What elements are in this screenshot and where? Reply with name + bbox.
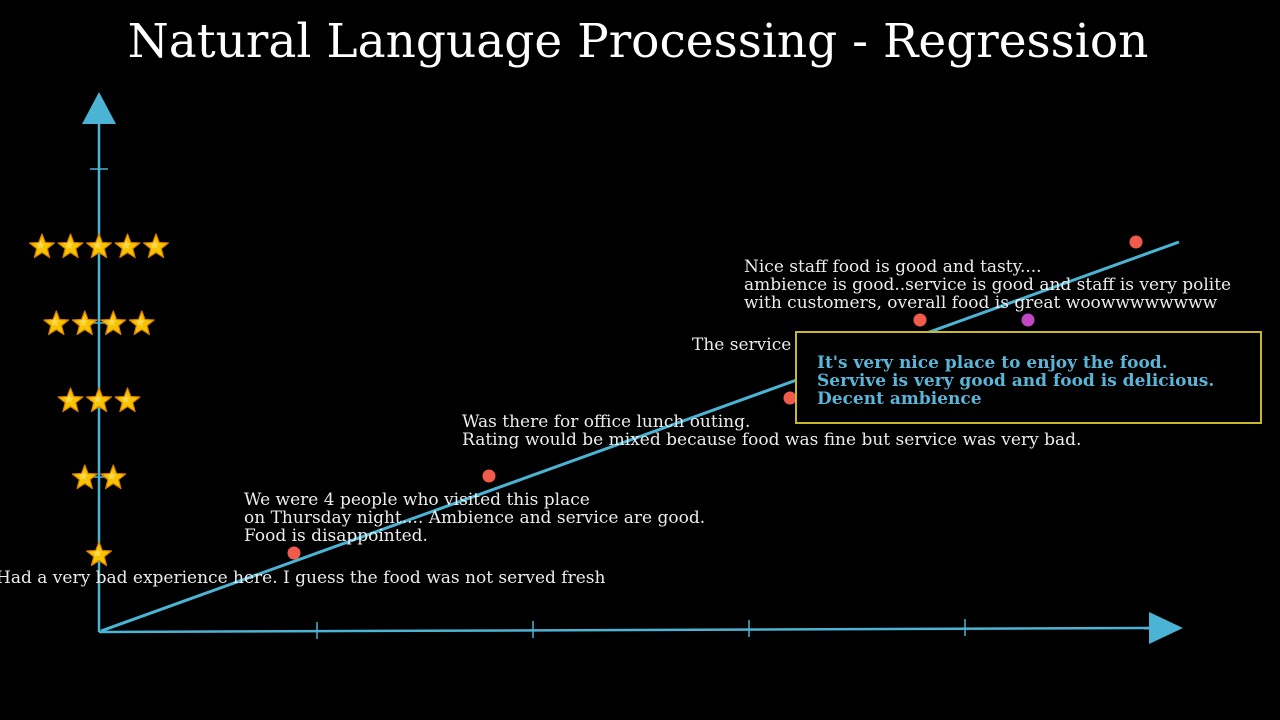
star-highlight: [64, 394, 74, 403]
star-ratings: [29, 233, 169, 567]
highlight-line: Servive is very good and food is delicio…: [817, 371, 1215, 391]
review-line: Rating would be mixed because food was f…: [462, 430, 1082, 450]
star-highlight: [149, 240, 160, 249]
star-highlight: [92, 394, 103, 403]
review-text-2: We were 4 people who visited this place …: [244, 491, 705, 545]
review-line: with customers, overall food is great wo…: [744, 293, 1218, 313]
x-axis: [98, 626, 1153, 634]
review-point: [287, 546, 301, 560]
highlighted-review-box: It's very nice place to enjoy the food. …: [795, 331, 1262, 424]
regression-line: [100, 240, 1180, 633]
review-text-4: The service: [692, 336, 791, 354]
highlighted-review-point: [1021, 313, 1035, 327]
review-line: We were 4 people who visited this place: [244, 490, 590, 510]
highlight-line: It's very nice place to enjoy the food.: [817, 353, 1168, 373]
review-line: Had a very bad experience here. I guess …: [0, 568, 606, 588]
star-highlight: [107, 317, 117, 326]
review-text-5: Nice staff food is good and tasty.... am…: [744, 258, 1231, 312]
review-line: Was there for office lunch outing.: [462, 412, 751, 432]
review-point: [482, 469, 496, 483]
review-line: Food is disappointed.: [244, 526, 428, 546]
highlight-line: Decent ambience: [817, 389, 982, 409]
x-axis-arrow-icon: [1149, 612, 1183, 644]
review-line: Nice staff food is good and tasty....: [744, 257, 1042, 277]
star-highlight: [35, 240, 46, 249]
star-highlight: [92, 240, 103, 249]
review-line: ambience is good..service is good and st…: [744, 275, 1232, 295]
star-highlight: [50, 317, 60, 326]
star-highlight: [64, 240, 74, 249]
review-point: [1129, 235, 1143, 249]
star-highlight: [107, 471, 117, 480]
review-text-3: Was there for office lunch outing. Ratin…: [462, 413, 1081, 449]
star-highlight: [135, 317, 145, 326]
star-highlight: [121, 394, 131, 403]
y-axis-arrow-icon: [82, 92, 116, 124]
star-highlight: [121, 240, 131, 249]
star-highlight: [78, 471, 88, 480]
star-highlight: [78, 317, 88, 326]
review-line: on Thursday night.... Ambience and servi…: [244, 508, 706, 528]
review-text-1: Had a very bad experience here. I guess …: [0, 569, 605, 587]
slide-title: Natural Language Processing - Regression: [127, 14, 1149, 69]
star-highlight: [92, 548, 103, 557]
review-point: [913, 313, 927, 327]
review-line: The service: [692, 335, 792, 355]
review-point: [783, 391, 797, 405]
